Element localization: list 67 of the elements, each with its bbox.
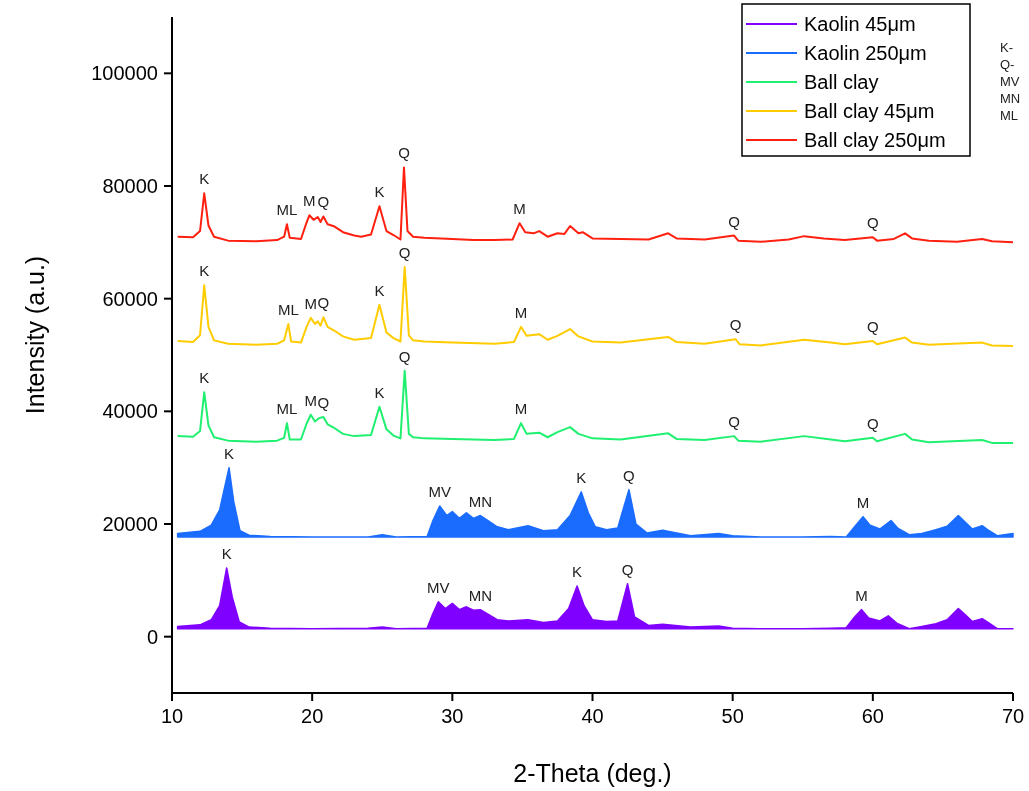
annotation: K	[572, 562, 583, 580]
x-tick-label: 70	[1001, 705, 1025, 727]
annotation: Q	[398, 347, 411, 365]
annotation: Q	[317, 193, 330, 211]
annotation: Q	[623, 466, 635, 484]
x-tick-label: 60	[861, 705, 884, 727]
annotation: Q	[867, 414, 879, 432]
y-tick-label: 80000	[102, 175, 158, 197]
legend-label: Kaolin 250μm	[804, 42, 927, 64]
annotation: Q	[867, 214, 879, 232]
y-tick-label: 100000	[91, 62, 158, 85]
annotation: K	[199, 369, 210, 387]
annotation: MN	[468, 586, 493, 604]
annotation: K	[374, 183, 385, 201]
line-series	[176, 369, 1014, 444]
annotation: K	[199, 170, 210, 188]
annotation: K	[224, 444, 235, 462]
annotation: K	[221, 544, 232, 562]
legend-label: Ball clay 45μm	[804, 100, 935, 122]
y-tick-label: 20000	[102, 513, 158, 535]
annotation: Q	[317, 294, 330, 312]
x-tick-label: 20	[301, 705, 324, 727]
x-axis-title: 2-Theta (deg.)	[513, 759, 672, 787]
annotation: M	[514, 303, 528, 321]
annotation: M	[304, 391, 318, 409]
annotation: MN	[468, 492, 493, 510]
annotation: Q	[728, 413, 740, 431]
annotation: Q	[867, 317, 879, 335]
x-tick-label: 30	[441, 705, 464, 727]
annotation: ML	[277, 301, 299, 319]
legend-label: Kaolin 45μm	[804, 13, 916, 35]
annotation: Q	[729, 316, 742, 334]
annotation: Q	[728, 212, 740, 230]
annotation: M	[304, 294, 318, 312]
annotation: Q	[398, 244, 411, 262]
annotation: M	[855, 586, 868, 604]
annotation: K	[374, 281, 385, 299]
annotation: Q	[317, 393, 330, 411]
x-tick-label: 10	[160, 705, 184, 727]
annotation: ML	[1000, 108, 1019, 123]
annotation: MN	[1000, 91, 1021, 106]
line-series	[176, 266, 1014, 347]
annotation: K	[374, 383, 385, 401]
y-tick-label: 0	[146, 625, 158, 648]
annotation: MV	[428, 482, 451, 500]
annotation: ML	[276, 201, 298, 219]
y-tick-label: 40000	[102, 400, 158, 423]
annotation: K	[199, 262, 210, 280]
annotation: Q	[621, 560, 634, 578]
annotation: Q	[398, 144, 410, 162]
annotation: ML	[276, 400, 298, 418]
annotation: MV	[1000, 74, 1020, 89]
annotation: M	[856, 493, 870, 511]
y-axis-title: Intensity (a.u.)	[21, 255, 49, 415]
legend-label: Ball clay	[804, 71, 879, 93]
annotation: K	[576, 468, 587, 486]
legend-label: Ball clay 250μm	[804, 129, 946, 151]
y-tick-label: 60000	[102, 287, 158, 310]
annotation: M	[514, 400, 528, 418]
annotation: K-	[1000, 40, 1013, 55]
annotation: Q-	[1000, 57, 1015, 72]
annotation: M	[303, 192, 316, 210]
line-series	[176, 166, 1014, 244]
x-tick-label: 50	[721, 705, 744, 727]
x-tick-label: 40	[581, 705, 604, 727]
annotation: MV	[427, 578, 450, 596]
annotation: M	[513, 200, 526, 218]
